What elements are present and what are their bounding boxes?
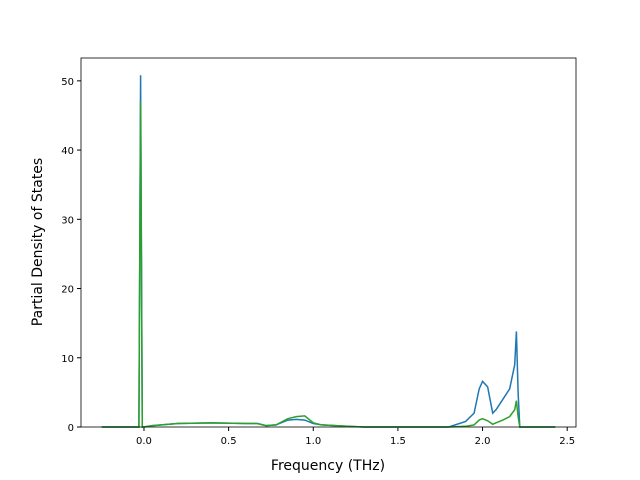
y-tick-label: 20	[61, 285, 74, 296]
x-tick-label: 0.0	[136, 436, 152, 447]
y-tick-label: 50	[61, 77, 74, 88]
x-axis-label: Frequency (THz)	[271, 458, 385, 474]
y-tick-label: 40	[61, 146, 74, 157]
x-tick-label: 2.0	[475, 436, 491, 447]
x-tick-label: 1.0	[305, 436, 321, 447]
x-tick-label: 0.5	[221, 436, 237, 447]
y-tick-label: 10	[61, 354, 74, 365]
plot-area	[81, 58, 576, 427]
y-axis-label: Partial Density of States	[30, 158, 46, 326]
axes-frame	[80, 57, 577, 428]
series-line	[101, 101, 556, 428]
y-tick-label: 30	[61, 215, 74, 226]
x-tick-label: 1.5	[390, 436, 406, 447]
x-tick-label: 2.5	[559, 436, 575, 447]
y-tick-label: 0	[68, 423, 74, 434]
